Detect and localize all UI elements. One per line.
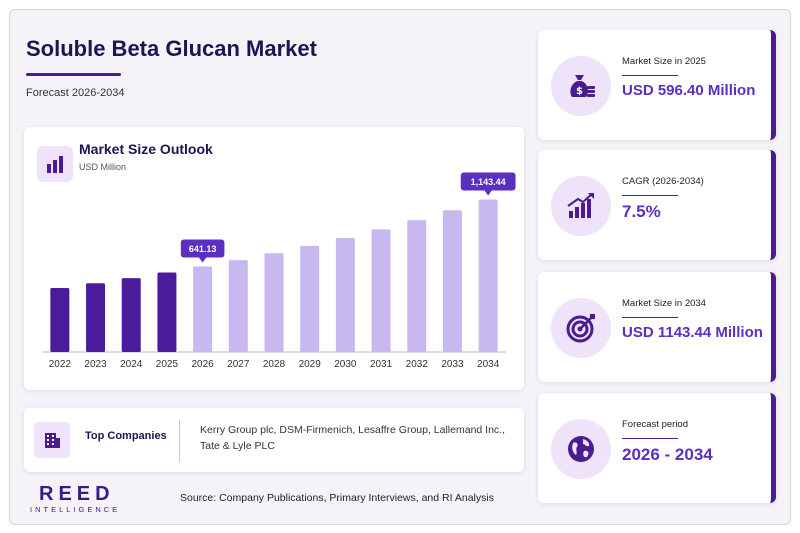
- logo-tagline: INTELLIGENCE: [30, 505, 121, 514]
- card-label: Market Size in 2034: [622, 298, 706, 309]
- bar-2031: [371, 229, 391, 352]
- card-label: Forecast period: [622, 419, 689, 430]
- page-title: Soluble Beta Glucan Market: [26, 36, 317, 61]
- bar-2025: [157, 272, 177, 352]
- card-value: USD 1143.44 Million: [622, 324, 763, 341]
- data-label-2034: 1,143.44: [460, 172, 516, 196]
- x-tick-label-2026: 2026: [191, 359, 214, 370]
- card-rule: [622, 317, 678, 318]
- bar-2026: [193, 266, 213, 352]
- x-tick-label-2031: 2031: [370, 359, 393, 370]
- bar-2032: [407, 220, 427, 352]
- card-rule: [622, 75, 678, 76]
- card-cagr: CAGR (2026-2034) 7.5%: [538, 150, 776, 260]
- card-label: Market Size in 2025: [622, 56, 706, 67]
- bar-2022: [50, 288, 70, 352]
- companies-panel: Top Companies Kerry Group plc, DSM-Firme…: [24, 408, 524, 472]
- data-label-2026: 641.13: [180, 239, 225, 263]
- page-subtitle: Forecast 2026-2034: [26, 87, 125, 99]
- bar-2029: [300, 245, 320, 352]
- bar-2033: [442, 210, 462, 352]
- target-icon: [551, 298, 611, 358]
- card-value: 2026 - 2034: [622, 445, 713, 464]
- svg-text:1,143.44: 1,143.44: [471, 177, 506, 187]
- companies-list: Kerry Group plc, DSM-Firmenich, Lesaffre…: [200, 424, 506, 452]
- card-rule: [622, 438, 678, 439]
- companies-divider: [179, 420, 180, 462]
- bar-2034: [478, 199, 498, 352]
- svg-text:641.13: 641.13: [189, 244, 217, 254]
- money-bag-icon: $: [551, 56, 611, 116]
- x-tick-label-2032: 2032: [406, 359, 429, 370]
- x-tick-label-2025: 2025: [156, 359, 179, 370]
- svg-text:$: $: [576, 86, 583, 97]
- x-tick-label-2034: 2034: [477, 359, 500, 370]
- x-tick-label-2027: 2027: [227, 359, 250, 370]
- x-tick-label-2033: 2033: [441, 359, 464, 370]
- x-tick-label-2023: 2023: [84, 359, 107, 370]
- growth-chart-icon: [551, 176, 611, 236]
- bar-chart-icon: [37, 146, 73, 182]
- card-forecast-period: Forecast period 2026 - 2034: [538, 393, 776, 503]
- card-market-size-2025: $ Market Size in 2025 USD 596.40 Million: [538, 30, 776, 140]
- chart-title: Market Size Outlook: [79, 141, 213, 157]
- x-tick-label-2029: 2029: [299, 359, 322, 370]
- x-tick-label-2030: 2030: [334, 359, 357, 370]
- source-note: Source: Company Publications, Primary In…: [180, 492, 494, 504]
- bar-chart: 2022 2023 2024 2025 2026 2027 2028 2029 2030 2031…: [42, 172, 516, 370]
- card-value: 7.5%: [622, 202, 661, 221]
- card-label: CAGR (2026-2034): [622, 176, 704, 187]
- x-tick-label-2022: 2022: [49, 359, 72, 370]
- card-value: USD 596.40 Million: [622, 82, 756, 99]
- x-tick-label-2024: 2024: [120, 359, 143, 370]
- x-tick-label-2028: 2028: [263, 359, 286, 370]
- card-market-size-2034: Market Size in 2034 USD 1143.44 Million: [538, 272, 776, 382]
- title-underline: [26, 73, 121, 76]
- bar-2024: [121, 278, 141, 352]
- card-rule: [622, 195, 678, 196]
- bar-2023: [86, 283, 106, 352]
- companies-title: Top Companies: [85, 430, 167, 442]
- chart-unit: USD Million: [79, 162, 127, 172]
- bar-2027: [228, 260, 248, 352]
- bar-2028: [264, 253, 284, 352]
- logo-name: REED: [39, 483, 115, 505]
- building-icon: [34, 422, 70, 458]
- chart-panel: Market Size Outlook USD Million 2022 2023…: [24, 127, 524, 390]
- globe-icon: [551, 419, 611, 479]
- bar-2030: [335, 237, 355, 352]
